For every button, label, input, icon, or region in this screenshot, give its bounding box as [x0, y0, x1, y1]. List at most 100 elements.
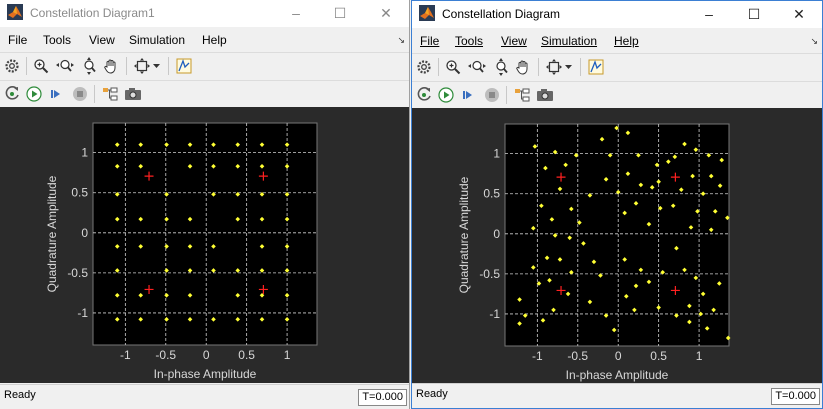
plot-area: -1 -0.5 0 0.5 1 1 0.5 0 -0.5 -1 In-phase…	[412, 108, 822, 384]
reference-points	[144, 171, 268, 294]
constellation-point	[563, 162, 568, 168]
highlight-block-icon[interactable]	[414, 85, 434, 105]
measurements-icon[interactable]	[174, 56, 194, 76]
x-tick-label: 0.5	[650, 349, 667, 363]
x-axis-label: In-phase Amplitude	[154, 367, 257, 381]
pan-hand-icon[interactable]	[513, 57, 533, 77]
constellation-point	[649, 185, 655, 190]
constellation-point	[138, 293, 144, 298]
dock-icon[interactable]: ↘	[397, 35, 405, 45]
menu-file[interactable]: File	[420, 34, 440, 48]
signal-hierarchy-icon[interactable]	[100, 84, 120, 104]
close-button[interactable]: ✕	[793, 6, 805, 22]
snapshot-camera-icon[interactable]	[535, 85, 555, 105]
menu-bar: File Tools View Simulation Help ↘	[412, 28, 822, 52]
menu-tools[interactable]: Tools	[43, 33, 72, 47]
scale-axes-icon[interactable]	[544, 57, 564, 77]
reference-point	[258, 284, 268, 294]
constellation-point	[693, 275, 699, 281]
constellation-point	[603, 313, 609, 318]
grid	[505, 124, 729, 346]
zoom-y-icon[interactable]	[79, 56, 99, 76]
menu-view[interactable]: View	[501, 34, 527, 48]
constellation-point	[187, 216, 193, 222]
constellation-point	[164, 192, 169, 197]
settings-gear-icon[interactable]	[414, 57, 434, 77]
menu-help[interactable]: Help	[202, 33, 227, 47]
title-bar[interactable]: Constellation Diagram – ☐ ✕	[412, 1, 822, 28]
signal-hierarchy-icon[interactable]	[512, 85, 532, 105]
reference-point	[556, 285, 566, 295]
zoom-in-icon[interactable]	[443, 57, 463, 77]
highlight-block-icon[interactable]	[2, 84, 22, 104]
stop-icon[interactable]	[70, 84, 90, 104]
zoom-x-icon[interactable]	[55, 56, 75, 76]
step-forward-icon[interactable]	[458, 85, 478, 105]
scale-axes-icon[interactable]	[132, 56, 152, 76]
y-tick-label: 0.5	[71, 186, 88, 200]
toolbar-separator	[26, 57, 27, 75]
toolbar-separator	[94, 85, 95, 103]
title-bar[interactable]: Constellation Diagram1 – ☐ ✕	[0, 0, 409, 27]
dock-icon[interactable]: ↘	[810, 36, 818, 46]
settings-gear-icon[interactable]	[2, 56, 22, 76]
constellation-point	[725, 215, 730, 221]
x-tick-label: 0	[615, 349, 622, 363]
pan-hand-icon[interactable]	[101, 56, 121, 76]
constellation-plot[interactable]: -1 -0.5 0 0.5 1 1 0.5 0 -0.5 -1 In-phase…	[412, 108, 822, 384]
zoom-y-icon[interactable]	[491, 57, 511, 77]
menu-tools[interactable]: Tools	[455, 34, 484, 48]
constellation-point	[187, 268, 193, 273]
reference-point	[670, 172, 680, 182]
toolbar-separator	[168, 57, 169, 75]
menu-help[interactable]: Help	[614, 34, 639, 48]
constellation-point	[235, 192, 241, 197]
step-forward-icon[interactable]	[46, 84, 66, 104]
constellation-point	[235, 163, 241, 169]
constellation-point	[725, 335, 731, 341]
constellation-point	[211, 192, 216, 197]
zoom-in-icon[interactable]	[31, 56, 51, 76]
minimize-button[interactable]: –	[705, 6, 713, 22]
reference-point	[144, 284, 154, 294]
snapshot-camera-icon[interactable]	[123, 84, 143, 104]
constellation-point	[557, 186, 563, 192]
constellation-point	[114, 244, 120, 249]
constellation-point	[656, 305, 661, 310]
constellation-point	[666, 159, 671, 164]
stop-icon[interactable]	[482, 85, 502, 105]
menu-file[interactable]: File	[8, 33, 28, 47]
constellation-point	[138, 216, 144, 222]
constellation-point	[636, 152, 641, 158]
x-tick-label: 1	[696, 349, 703, 363]
constellation-point	[646, 221, 652, 227]
menu-view[interactable]: View	[89, 33, 115, 47]
constellation-point	[587, 299, 593, 305]
chevron-down-icon[interactable]	[151, 56, 163, 76]
run-icon[interactable]	[24, 84, 44, 104]
constellation-point	[114, 317, 120, 322]
constellation-plot[interactable]: -1 -0.5 0 0.5 1 1 0.5 0 -0.5 -1 In-phase…	[0, 107, 410, 383]
constellation-point	[284, 244, 290, 249]
maximize-button[interactable]: ☐	[333, 5, 347, 21]
constellation-point	[682, 141, 687, 147]
constellation-point	[625, 130, 631, 136]
constellation-point	[708, 227, 714, 233]
constellation-point	[164, 317, 169, 322]
constellation-point	[708, 173, 714, 179]
chevron-down-icon[interactable]	[563, 57, 575, 77]
run-icon[interactable]	[436, 85, 456, 105]
close-button[interactable]: ✕	[380, 5, 392, 21]
constellation-point	[614, 125, 619, 131]
constellation-point	[577, 220, 582, 225]
constellation-point	[284, 192, 290, 197]
maximize-button[interactable]: ☐	[747, 6, 761, 22]
zoom-x-icon[interactable]	[467, 57, 487, 77]
minimize-button[interactable]: –	[292, 5, 300, 21]
matlab-icon	[419, 5, 435, 21]
menu-simulation[interactable]: Simulation	[129, 33, 186, 47]
measurements-icon[interactable]	[586, 57, 606, 77]
constellation-point	[235, 317, 241, 322]
constellation-point	[211, 268, 216, 273]
menu-simulation[interactable]: Simulation	[541, 34, 598, 48]
